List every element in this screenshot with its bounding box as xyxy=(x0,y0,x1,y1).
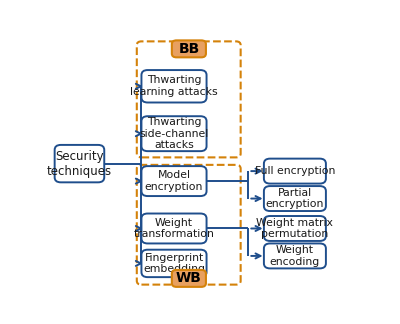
FancyBboxPatch shape xyxy=(142,214,206,243)
Text: Fingerprint
embedding: Fingerprint embedding xyxy=(143,253,205,274)
Text: Weight
encoding: Weight encoding xyxy=(270,245,320,267)
FancyBboxPatch shape xyxy=(142,166,206,196)
FancyBboxPatch shape xyxy=(264,216,326,241)
Text: Thwarting
side-channel
attacks: Thwarting side-channel attacks xyxy=(139,117,209,150)
Text: Weight matrix
permutation: Weight matrix permutation xyxy=(256,218,333,239)
FancyBboxPatch shape xyxy=(264,186,326,211)
FancyBboxPatch shape xyxy=(264,159,326,184)
FancyBboxPatch shape xyxy=(264,243,326,268)
FancyBboxPatch shape xyxy=(172,40,206,57)
FancyBboxPatch shape xyxy=(142,116,206,151)
Text: Model
encryption: Model encryption xyxy=(145,170,203,192)
Text: Partial
encryption: Partial encryption xyxy=(266,188,324,209)
Text: BB: BB xyxy=(178,42,200,56)
Text: Security
techniques: Security techniques xyxy=(47,150,112,178)
FancyBboxPatch shape xyxy=(172,270,206,287)
FancyBboxPatch shape xyxy=(142,70,206,102)
Text: WB: WB xyxy=(176,272,202,285)
Text: Full encryption: Full encryption xyxy=(255,166,335,176)
Text: Thwarting
learning attacks: Thwarting learning attacks xyxy=(130,75,218,97)
FancyBboxPatch shape xyxy=(142,250,206,277)
Text: Weight
transformation: Weight transformation xyxy=(134,218,214,239)
FancyBboxPatch shape xyxy=(55,145,104,182)
